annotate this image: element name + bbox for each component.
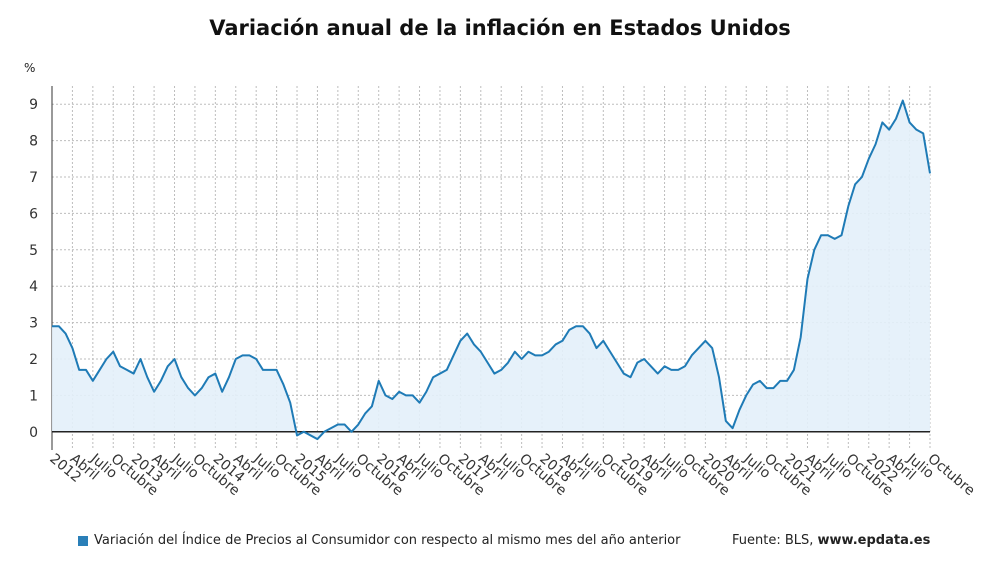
source-prefix: Fuente: BLS,	[732, 533, 818, 548]
y-tick-label: 3	[29, 316, 38, 332]
y-tick-label: 1	[29, 388, 38, 404]
grid-lines	[51, 86, 931, 450]
y-tick-label: 5	[29, 243, 38, 259]
y-tick-label: 7	[29, 170, 38, 186]
y-tick-label: 0	[29, 425, 38, 441]
legend: Variación del Índice de Precios al Consu…	[78, 533, 681, 548]
y-tick-label: 6	[29, 206, 38, 222]
y-tick-label: 8	[29, 134, 38, 150]
legend-swatch	[78, 535, 88, 546]
chart-title: Variación anual de la inflación en Estad…	[209, 16, 791, 40]
x-tick-label: Octubre	[924, 451, 977, 499]
y-tick-label: 2	[29, 352, 38, 368]
y-tick-labels: 0 1 2 3 4 5 6 7 8 9	[29, 97, 38, 441]
series-area	[52, 100, 930, 440]
y-tick-label: 4	[29, 279, 38, 295]
y-axis-unit: %	[24, 61, 36, 75]
source-site: www.epdata.es	[817, 533, 931, 548]
source-note: Fuente: BLS, www.epdata.es	[732, 533, 930, 548]
x-tick-labels: 2012AbrilJulioOctubre2013AbrilJulioOctub…	[46, 450, 977, 499]
legend-label: Variación del Índice de Precios al Consu…	[94, 533, 681, 548]
y-tick-label: 9	[29, 97, 38, 113]
series-line	[52, 99, 931, 441]
